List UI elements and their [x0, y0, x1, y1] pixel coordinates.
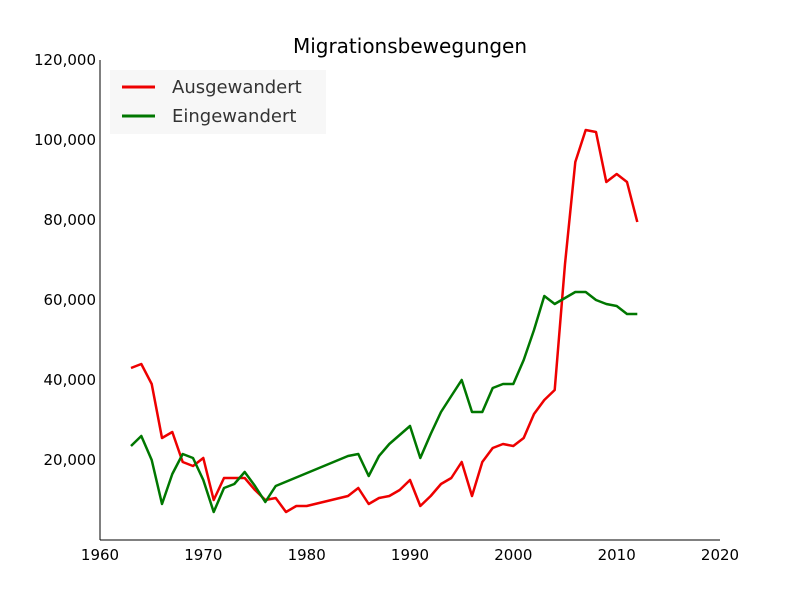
x-tick-label: 2020 — [701, 546, 739, 564]
series-line-eingewandert — [130, 290, 638, 514]
x-tick-label: 1990 — [391, 546, 429, 564]
y-tick-label: 80,000 — [44, 211, 97, 229]
series-line-ausgewandert — [130, 128, 639, 514]
legend-label: Eingewandert — [172, 106, 296, 127]
legend-label: Ausgewandert — [172, 77, 302, 98]
axes: 1960 1970 1980 1990 2000 2010 2020 20,000 40,000… — [34, 51, 739, 564]
x-tick-label: 1980 — [288, 546, 326, 564]
y-tick-label: 40,000 — [44, 371, 97, 389]
x-tick-label: 1960 — [81, 546, 119, 564]
y-tick-label: 20,000 — [44, 451, 97, 469]
series-lines — [130, 128, 639, 514]
y-tick-label: 120,000 — [34, 51, 96, 69]
legend: Ausgewandert Eingewandert — [110, 70, 326, 134]
x-tick-label: 2010 — [598, 546, 636, 564]
y-tick-label: 100,000 — [34, 131, 96, 149]
y-tick-label: 60,000 — [44, 291, 97, 309]
x-tick-label: 1970 — [184, 546, 222, 564]
legend-box — [110, 70, 326, 134]
x-tick-label: 2000 — [494, 546, 532, 564]
chart-title: Migrationsbewegungen — [293, 34, 527, 58]
